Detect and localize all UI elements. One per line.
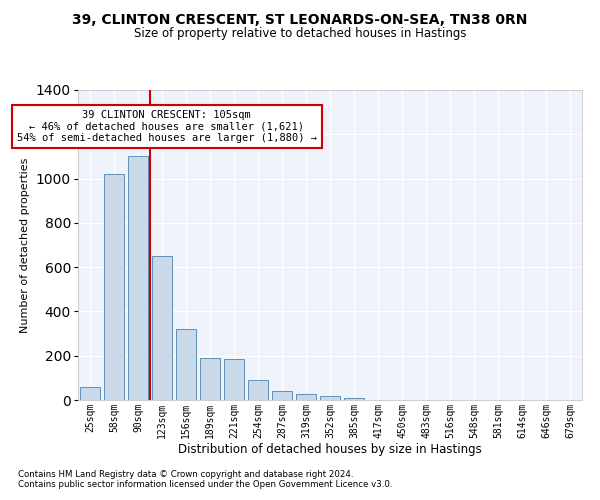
- Text: 39 CLINTON CRESCENT: 105sqm
← 46% of detached houses are smaller (1,621)
54% of : 39 CLINTON CRESCENT: 105sqm ← 46% of det…: [17, 110, 317, 143]
- Bar: [344, 398, 364, 400]
- Bar: [176, 329, 196, 400]
- Bar: [320, 396, 340, 400]
- Text: Distribution of detached houses by size in Hastings: Distribution of detached houses by size …: [178, 442, 482, 456]
- Y-axis label: Number of detached properties: Number of detached properties: [20, 158, 31, 332]
- Bar: [80, 386, 100, 400]
- Bar: [104, 174, 124, 400]
- Bar: [272, 391, 292, 400]
- Bar: [200, 358, 220, 400]
- Bar: [224, 359, 244, 400]
- Text: Contains public sector information licensed under the Open Government Licence v3: Contains public sector information licen…: [18, 480, 392, 489]
- Bar: [152, 256, 172, 400]
- Text: 39, CLINTON CRESCENT, ST LEONARDS-ON-SEA, TN38 0RN: 39, CLINTON CRESCENT, ST LEONARDS-ON-SEA…: [73, 12, 527, 26]
- Bar: [248, 380, 268, 400]
- Bar: [128, 156, 148, 400]
- Text: Size of property relative to detached houses in Hastings: Size of property relative to detached ho…: [134, 28, 466, 40]
- Text: Contains HM Land Registry data © Crown copyright and database right 2024.: Contains HM Land Registry data © Crown c…: [18, 470, 353, 479]
- Bar: [296, 394, 316, 400]
